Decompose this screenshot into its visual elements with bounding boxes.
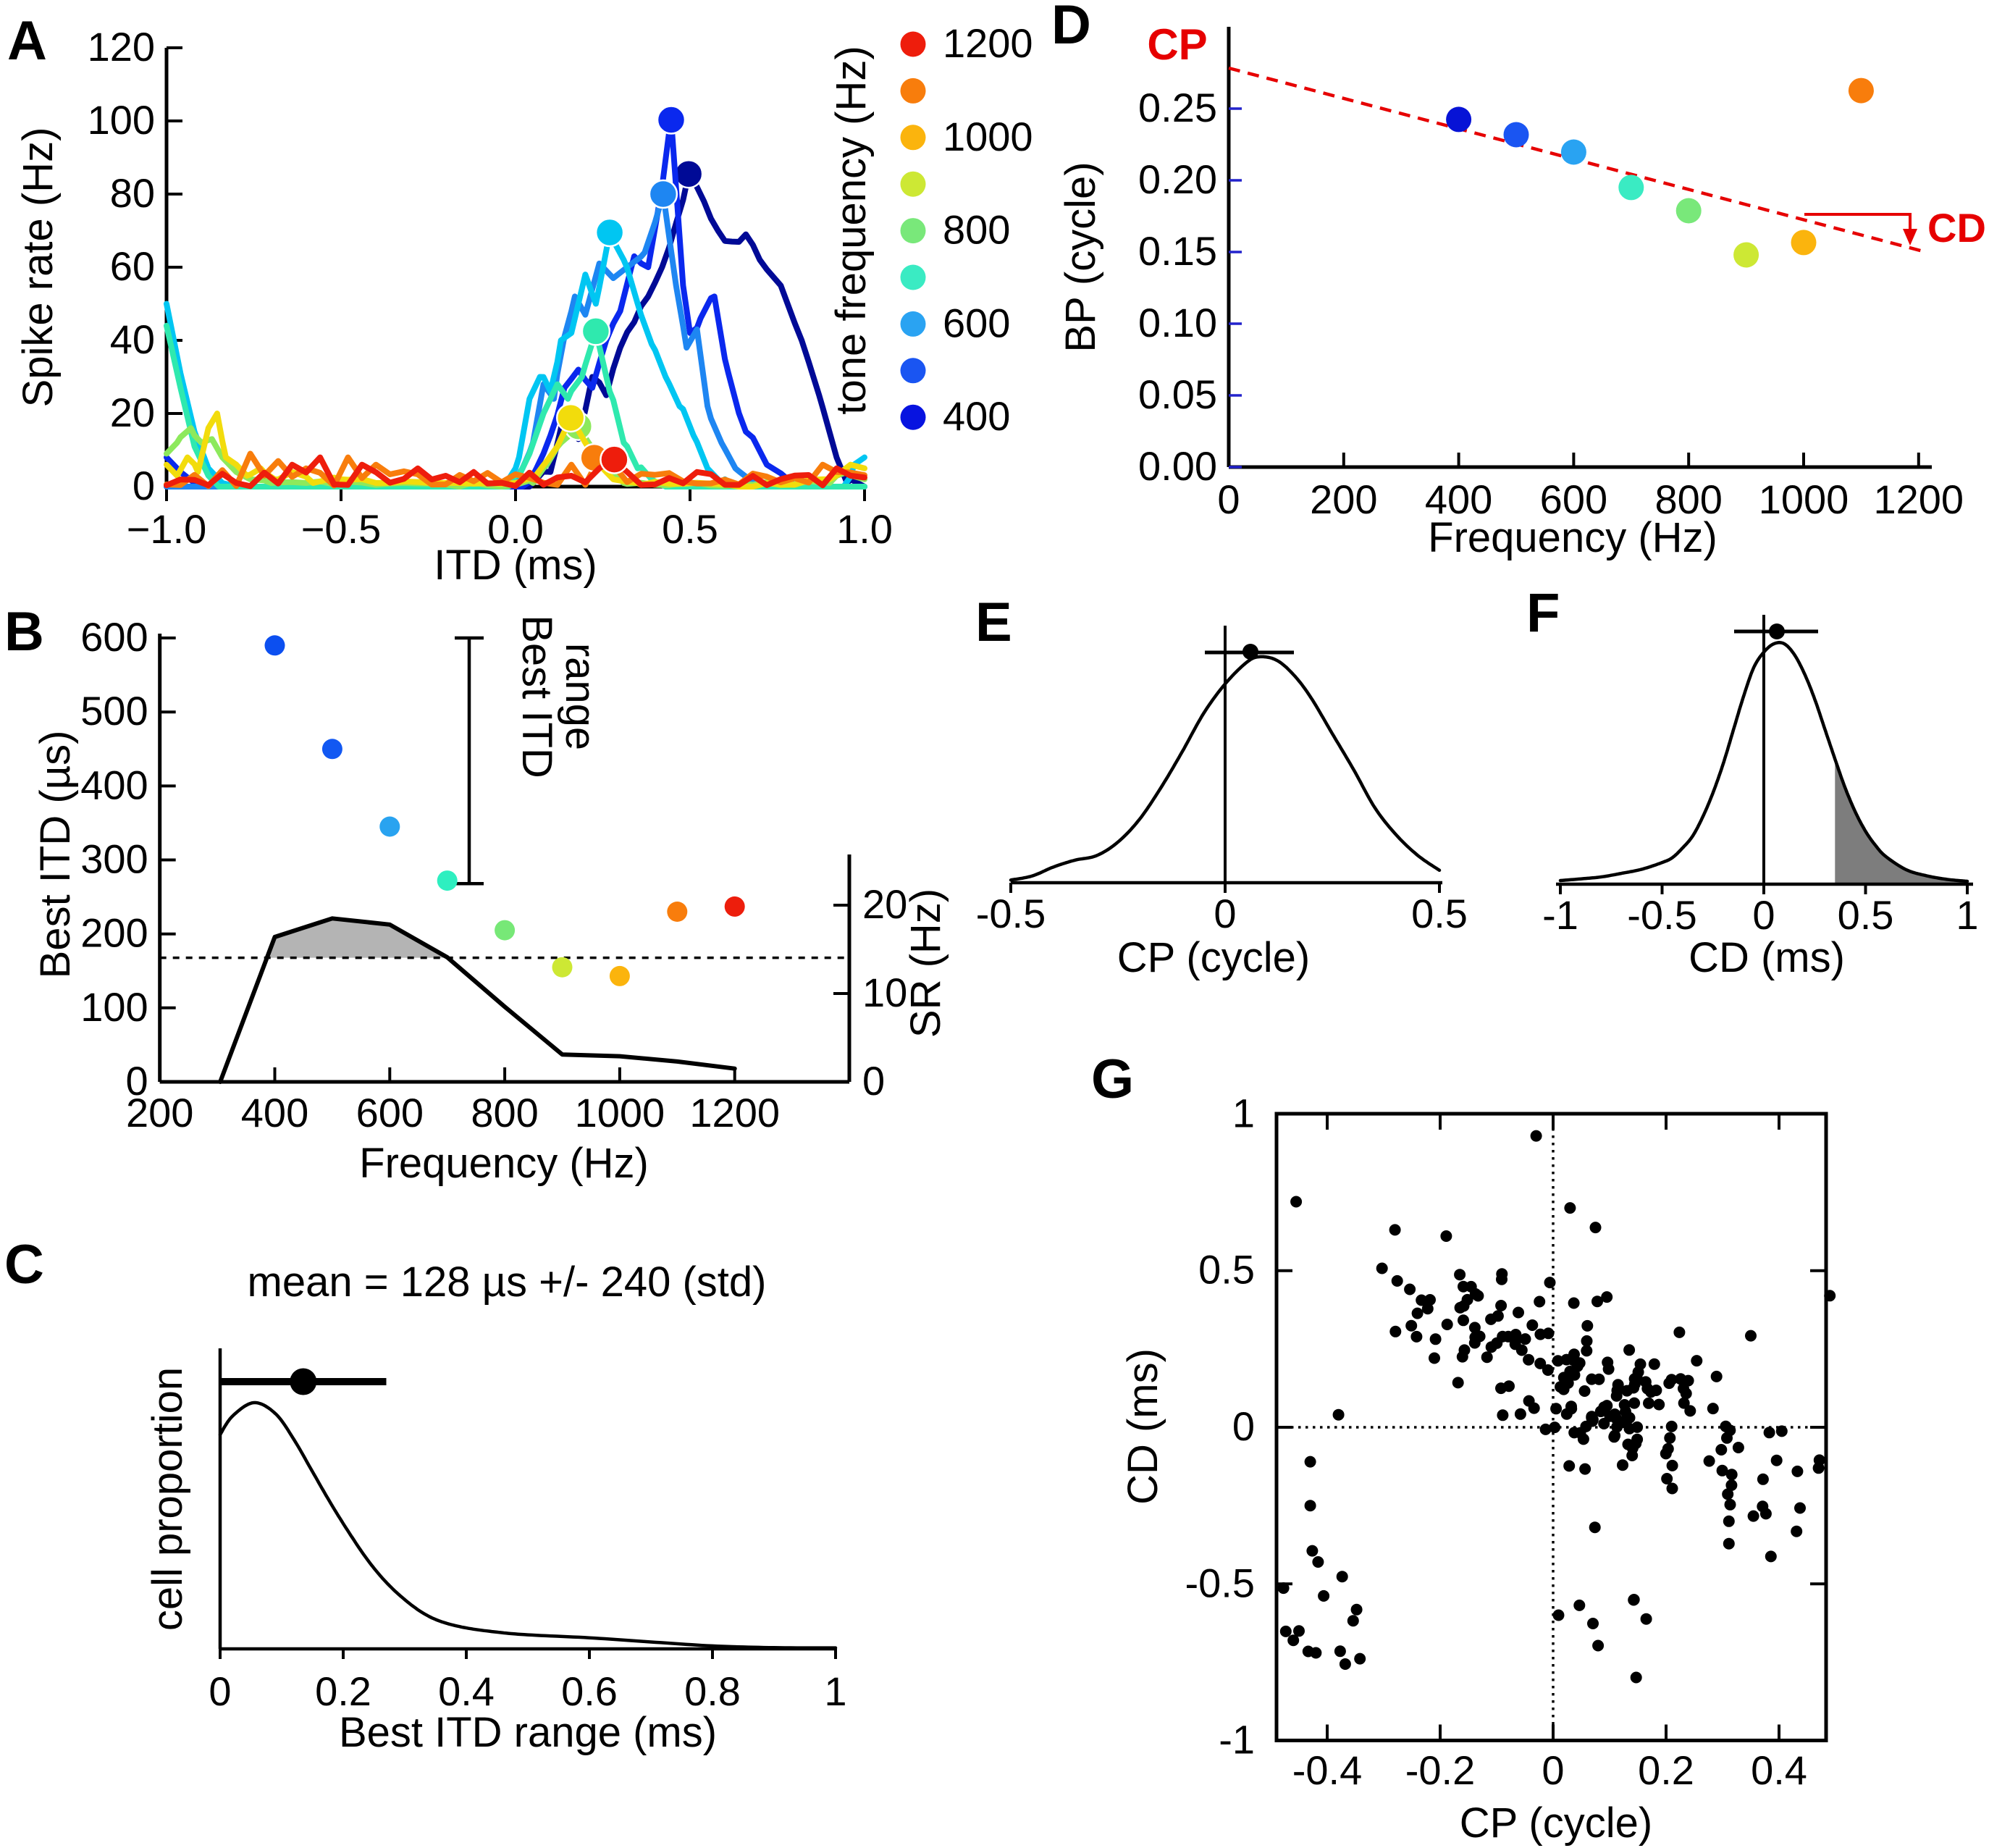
svg-text:0.20: 0.20 bbox=[1138, 156, 1217, 202]
svg-text:400: 400 bbox=[241, 1090, 308, 1135]
svg-text:20: 20 bbox=[110, 390, 155, 435]
svg-text:B: B bbox=[4, 601, 44, 663]
svg-text:-0.5: -0.5 bbox=[1627, 892, 1697, 938]
svg-text:0.00: 0.00 bbox=[1138, 443, 1217, 489]
svg-text:F: F bbox=[1526, 582, 1560, 644]
svg-text:E: E bbox=[975, 592, 1012, 653]
svg-text:600: 600 bbox=[1540, 476, 1607, 522]
svg-text:0: 0 bbox=[133, 463, 155, 508]
svg-text:1000: 1000 bbox=[1759, 476, 1849, 522]
svg-text:cell proportion: cell proportion bbox=[144, 1367, 191, 1631]
svg-text:0: 0 bbox=[1217, 476, 1240, 522]
svg-text:0: 0 bbox=[1232, 1403, 1255, 1449]
svg-text:0.5: 0.5 bbox=[1838, 892, 1894, 938]
svg-text:Best ITD: Best ITD bbox=[513, 615, 560, 778]
svg-text:0.15: 0.15 bbox=[1138, 228, 1217, 274]
svg-text:0.5: 0.5 bbox=[1198, 1247, 1255, 1293]
svg-text:800: 800 bbox=[943, 207, 1010, 253]
svg-text:0.5: 0.5 bbox=[1411, 891, 1468, 936]
svg-text:-1: -1 bbox=[1219, 1717, 1255, 1763]
svg-text:-0.4: -0.4 bbox=[1292, 1747, 1363, 1793]
svg-text:400: 400 bbox=[1425, 476, 1492, 522]
svg-text:CD (ms): CD (ms) bbox=[1119, 1348, 1166, 1505]
svg-text:0: 0 bbox=[1752, 892, 1775, 938]
svg-text:A: A bbox=[7, 10, 47, 72]
svg-text:Spike rate (Hz): Spike rate (Hz) bbox=[14, 127, 62, 408]
svg-text:1200: 1200 bbox=[1874, 476, 1964, 522]
svg-text:CD (ms): CD (ms) bbox=[1689, 934, 1845, 981]
svg-text:1: 1 bbox=[1232, 1090, 1255, 1135]
svg-text:100: 100 bbox=[88, 97, 155, 143]
svg-text:200: 200 bbox=[1310, 476, 1377, 522]
svg-text:Best ITD (µs): Best ITD (µs) bbox=[32, 731, 79, 979]
svg-text:Best ITD range (ms): Best ITD range (ms) bbox=[339, 1709, 717, 1756]
svg-text:−1.0: −1.0 bbox=[127, 506, 207, 552]
svg-text:300: 300 bbox=[80, 836, 148, 882]
svg-text:200: 200 bbox=[126, 1090, 193, 1135]
svg-text:range: range bbox=[557, 643, 604, 750]
svg-text:0: 0 bbox=[1214, 891, 1236, 936]
svg-text:0.10: 0.10 bbox=[1138, 300, 1217, 345]
svg-text:1: 1 bbox=[1956, 892, 1978, 938]
svg-text:120: 120 bbox=[88, 24, 155, 70]
svg-text:Frequency (Hz): Frequency (Hz) bbox=[359, 1140, 649, 1187]
svg-text:1200: 1200 bbox=[689, 1090, 780, 1135]
svg-text:100: 100 bbox=[80, 984, 148, 1030]
svg-text:1: 1 bbox=[824, 1668, 846, 1714]
svg-text:mean = 128 µs +/- 240 (std): mean = 128 µs +/- 240 (std) bbox=[248, 1259, 767, 1306]
svg-text:Frequency (Hz): Frequency (Hz) bbox=[1428, 514, 1717, 561]
svg-text:CP (cycle): CP (cycle) bbox=[1460, 1799, 1652, 1847]
svg-text:0.0: 0.0 bbox=[487, 506, 544, 552]
svg-text:1.0: 1.0 bbox=[836, 506, 893, 552]
svg-text:0.2: 0.2 bbox=[1638, 1747, 1694, 1793]
svg-text:0.05: 0.05 bbox=[1138, 371, 1217, 417]
svg-text:CD: CD bbox=[1927, 205, 1986, 251]
svg-text:tone frequency (Hz): tone frequency (Hz) bbox=[828, 46, 875, 414]
svg-text:1000: 1000 bbox=[575, 1090, 665, 1135]
svg-text:−0.5: −0.5 bbox=[301, 506, 382, 552]
svg-text:800: 800 bbox=[1654, 476, 1722, 522]
svg-text:600: 600 bbox=[80, 614, 148, 660]
svg-text:10: 10 bbox=[862, 970, 907, 1015]
svg-text:500: 500 bbox=[80, 688, 148, 734]
svg-text:0: 0 bbox=[126, 1058, 148, 1104]
svg-text:-0.5: -0.5 bbox=[976, 891, 1046, 936]
svg-text:600: 600 bbox=[356, 1090, 424, 1135]
svg-text:40: 40 bbox=[110, 316, 155, 362]
svg-text:400: 400 bbox=[943, 393, 1010, 439]
svg-text:0.4: 0.4 bbox=[438, 1668, 495, 1714]
svg-text:1200: 1200 bbox=[943, 20, 1033, 66]
svg-text:0: 0 bbox=[1542, 1747, 1564, 1793]
svg-text:0.2: 0.2 bbox=[315, 1668, 371, 1714]
svg-text:-1: -1 bbox=[1542, 892, 1578, 938]
svg-text:200: 200 bbox=[80, 910, 148, 956]
svg-text:20: 20 bbox=[862, 881, 907, 927]
svg-text:0.25: 0.25 bbox=[1138, 85, 1217, 130]
svg-text:0.5: 0.5 bbox=[662, 506, 718, 552]
svg-text:0: 0 bbox=[862, 1058, 885, 1104]
svg-text:400: 400 bbox=[80, 762, 148, 807]
svg-text:SR (Hz): SR (Hz) bbox=[902, 889, 949, 1038]
svg-text:80: 80 bbox=[110, 170, 155, 216]
svg-text:0.4: 0.4 bbox=[1751, 1747, 1807, 1793]
svg-text:BP (cycle): BP (cycle) bbox=[1057, 161, 1104, 352]
svg-text:G: G bbox=[1091, 1049, 1134, 1110]
svg-text:800: 800 bbox=[471, 1090, 538, 1135]
svg-text:600: 600 bbox=[943, 300, 1010, 345]
svg-text:CP (cycle): CP (cycle) bbox=[1117, 934, 1310, 981]
svg-text:CP: CP bbox=[1147, 20, 1207, 69]
svg-text:0.8: 0.8 bbox=[684, 1668, 741, 1714]
svg-text:ITD (ms): ITD (ms) bbox=[434, 542, 597, 589]
svg-text:0: 0 bbox=[209, 1668, 231, 1714]
svg-text:1000: 1000 bbox=[943, 114, 1033, 159]
svg-text:C: C bbox=[4, 1234, 44, 1295]
svg-text:60: 60 bbox=[110, 243, 155, 289]
svg-text:D: D bbox=[1051, 0, 1091, 56]
svg-text:-0.2: -0.2 bbox=[1405, 1747, 1476, 1793]
svg-text:0.6: 0.6 bbox=[561, 1668, 618, 1714]
svg-text:-0.5: -0.5 bbox=[1185, 1560, 1256, 1605]
